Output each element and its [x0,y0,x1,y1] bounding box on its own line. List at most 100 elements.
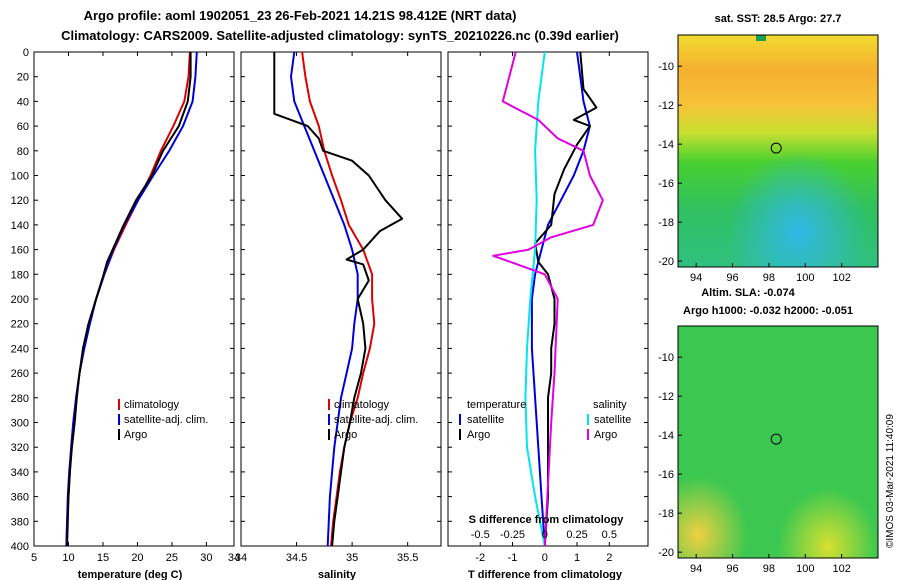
sla-map-high-2 [678,326,878,558]
x-tick-label: 25 [166,552,178,564]
top-tick-label: 0.5 [602,529,617,541]
difference-x-axis: -2 -1 0 1 2 [475,52,612,564]
float-location-marker [770,142,782,154]
sst-map: sat. SST: 28.5 Argo: 27.7 94 96 98 100 102 -1… [658,13,879,284]
map-x-tick-label: 94 [690,272,702,284]
title-line-1: Argo profile: aoml 1902051_23 26-Feb-202… [84,8,517,23]
sla-map-axes: 94 96 98 100 102 -10 -12 -14 -16 -18 -20 [658,352,851,575]
difference-frame [447,51,649,547]
y-tick-label: 400 [11,541,29,553]
sla-map-title-2: Argo h1000: -0.032 h2000: -0.051 [683,305,853,317]
map-y-tick-label: -18 [658,217,674,229]
title-line-2: Climatology: CARS2009. Satellite-adjuste… [61,28,619,43]
legend-s-argo-label: Argo [594,429,617,441]
series-line-t-satellite [530,51,591,547]
top-tick-label: 0 [542,529,548,541]
map-y-tick-label: -12 [658,100,674,112]
x-tick-label: 10 [62,552,74,564]
salinity-xlabel: salinity [318,569,357,580]
y-tick-label: 380 [11,516,29,528]
imos-stamp: ©IMOS 03-Mar-2021 11:40:09 [885,414,896,548]
salinity-legend: climatology satellite-adj. clim. Argo [328,399,418,441]
x-tick-label: 15 [97,552,109,564]
x-tick-label: 1 [574,552,580,564]
map-x-tick-label: 98 [763,272,775,284]
map-y-tick-label: -18 [658,508,674,520]
map-y-tick-label: -14 [658,139,674,151]
x-tick-label: 34 [235,552,247,564]
x-tick-label: 2 [606,552,612,564]
legend-salinity-title: salinity [593,399,627,411]
y-tick-label: 20 [17,72,29,84]
sst-map-frame [677,34,879,268]
series-line-t-argo [534,51,598,547]
legend-argo-label: Argo [334,429,357,441]
sst-map-cool-pool [678,35,878,267]
temperature-frame [33,51,235,547]
map-y-tick-label: -12 [658,391,674,403]
temperature-series [65,51,198,547]
series-line-climatology [65,51,191,547]
difference-xlabel: T difference from climatology [468,569,623,580]
difference-top-xlabel: S difference from climatology [469,514,625,526]
legend-s-satellite-label: satellite [594,414,631,426]
depth-axis: 0 20 40 60 80 100 120 140 160 180 200 220 240 260 280 3… [11,47,648,553]
x-tick-label: 34.5 [286,552,307,564]
salinity-frame [240,51,442,547]
x-tick-label: 5 [31,552,37,564]
y-tick-label: 240 [11,343,29,355]
sla-map-title-1: Altim. SLA: -0.074 [701,287,795,299]
legend-climatology-label: climatology [124,399,180,411]
map-y-tick-label: -14 [658,430,674,442]
y-tick-label: 0 [23,47,29,59]
salinity-panel: 34 34.5 35 35.5 salinity climatology satell… [235,51,442,580]
map-y-tick-label: -16 [658,178,674,190]
difference-series [492,51,604,547]
y-tick-label: 360 [11,492,29,504]
legend-satellite-label: satellite-adj. clim. [334,414,418,426]
temperature-legend: climatology satellite-adj. clim. Argo [118,399,208,441]
series-line-satellite-adj-clim- [290,51,359,547]
temperature-panel: 0204060801001201401601802002202402602803… [11,47,648,580]
map-x-tick-label: 96 [726,563,738,575]
map-y-tick-label: -20 [658,256,674,268]
legend-climatology-label: climatology [334,399,390,411]
sla-map-frame [677,325,879,559]
temperature-x-axis: 5 10 15 20 25 30 34 [31,52,240,564]
x-tick-label: 20 [131,552,143,564]
legend-temperature-title: temperature [467,399,526,411]
series-line-satellite-adj-clim- [65,51,198,547]
map-x-tick-label: 102 [832,272,850,284]
difference-panel: -2 -1 0 1 2 T difference from climatology S … [447,51,649,580]
map-x-tick-label: 100 [796,272,814,284]
x-tick-label: 35.5 [397,552,418,564]
sst-map-patch [756,35,766,41]
legend-t-argo-label: Argo [467,429,490,441]
series-line-s-satellite [524,51,546,547]
x-tick-label: 35 [346,552,358,564]
y-tick-label: 220 [11,319,29,331]
map-y-tick-label: -10 [658,352,674,364]
legend-satellite-label: satellite-adj. clim. [124,414,208,426]
x-tick-label: 34 [228,552,240,564]
float-location-marker [770,433,782,445]
series-line-s-argo [492,51,604,547]
map-y-tick-label: -16 [658,469,674,481]
x-tick-label: -1 [508,552,518,564]
legend-t-satellite-label: satellite [467,414,504,426]
y-tick-label: 280 [11,393,29,405]
map-x-tick-label: 94 [690,563,702,575]
y-tick-label: 140 [11,220,29,232]
temperature-xlabel: temperature (deg C) [78,569,183,580]
y-tick-label: 340 [11,467,29,479]
y-tick-label: 60 [17,121,29,133]
salinity-difference-ticks: -0.5 -0.25 0 0.25 0.5 [471,529,617,541]
top-tick-label: -0.5 [471,529,490,541]
map-y-tick-label: -10 [658,61,674,73]
series-line-climatology [301,51,376,547]
y-tick-label: 180 [11,269,29,281]
y-tick-label: 320 [11,442,29,454]
difference-legend: temperature salinity satellite Argo sate… [459,399,631,441]
y-tick-label: 260 [11,368,29,380]
